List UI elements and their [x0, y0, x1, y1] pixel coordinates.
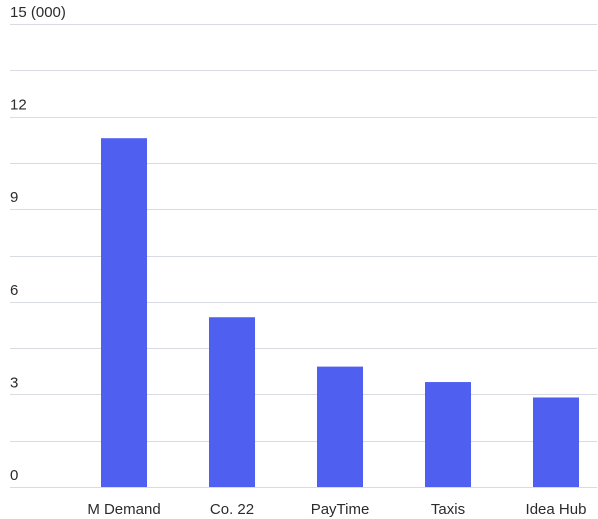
x-axis-category-labels: M Demand Co. 22 PayTime Taxis Idea Hub	[87, 501, 586, 518]
bar	[209, 317, 255, 487]
bar	[101, 138, 147, 487]
x-category-label: PayTime	[311, 501, 370, 518]
y-tick-label: 9	[10, 189, 18, 206]
bars	[101, 138, 579, 487]
y-tick-label: 6	[10, 282, 18, 299]
bar	[425, 382, 471, 487]
x-category-label: Co. 22	[210, 501, 254, 518]
y-tick-label: 0	[10, 467, 18, 484]
y-axis-tick-labels: 0 3 6 9 12 15 (000)	[10, 4, 66, 484]
y-tick-label: 15 (000)	[10, 4, 66, 21]
bar	[533, 397, 579, 487]
x-category-label: M Demand	[87, 501, 160, 518]
bar	[317, 366, 363, 487]
y-tick-label: 3	[10, 374, 18, 391]
grid-lines	[10, 24, 597, 488]
y-tick-label: 12	[10, 97, 27, 114]
x-category-label: Idea Hub	[526, 501, 587, 518]
x-category-label: Taxis	[431, 501, 465, 518]
